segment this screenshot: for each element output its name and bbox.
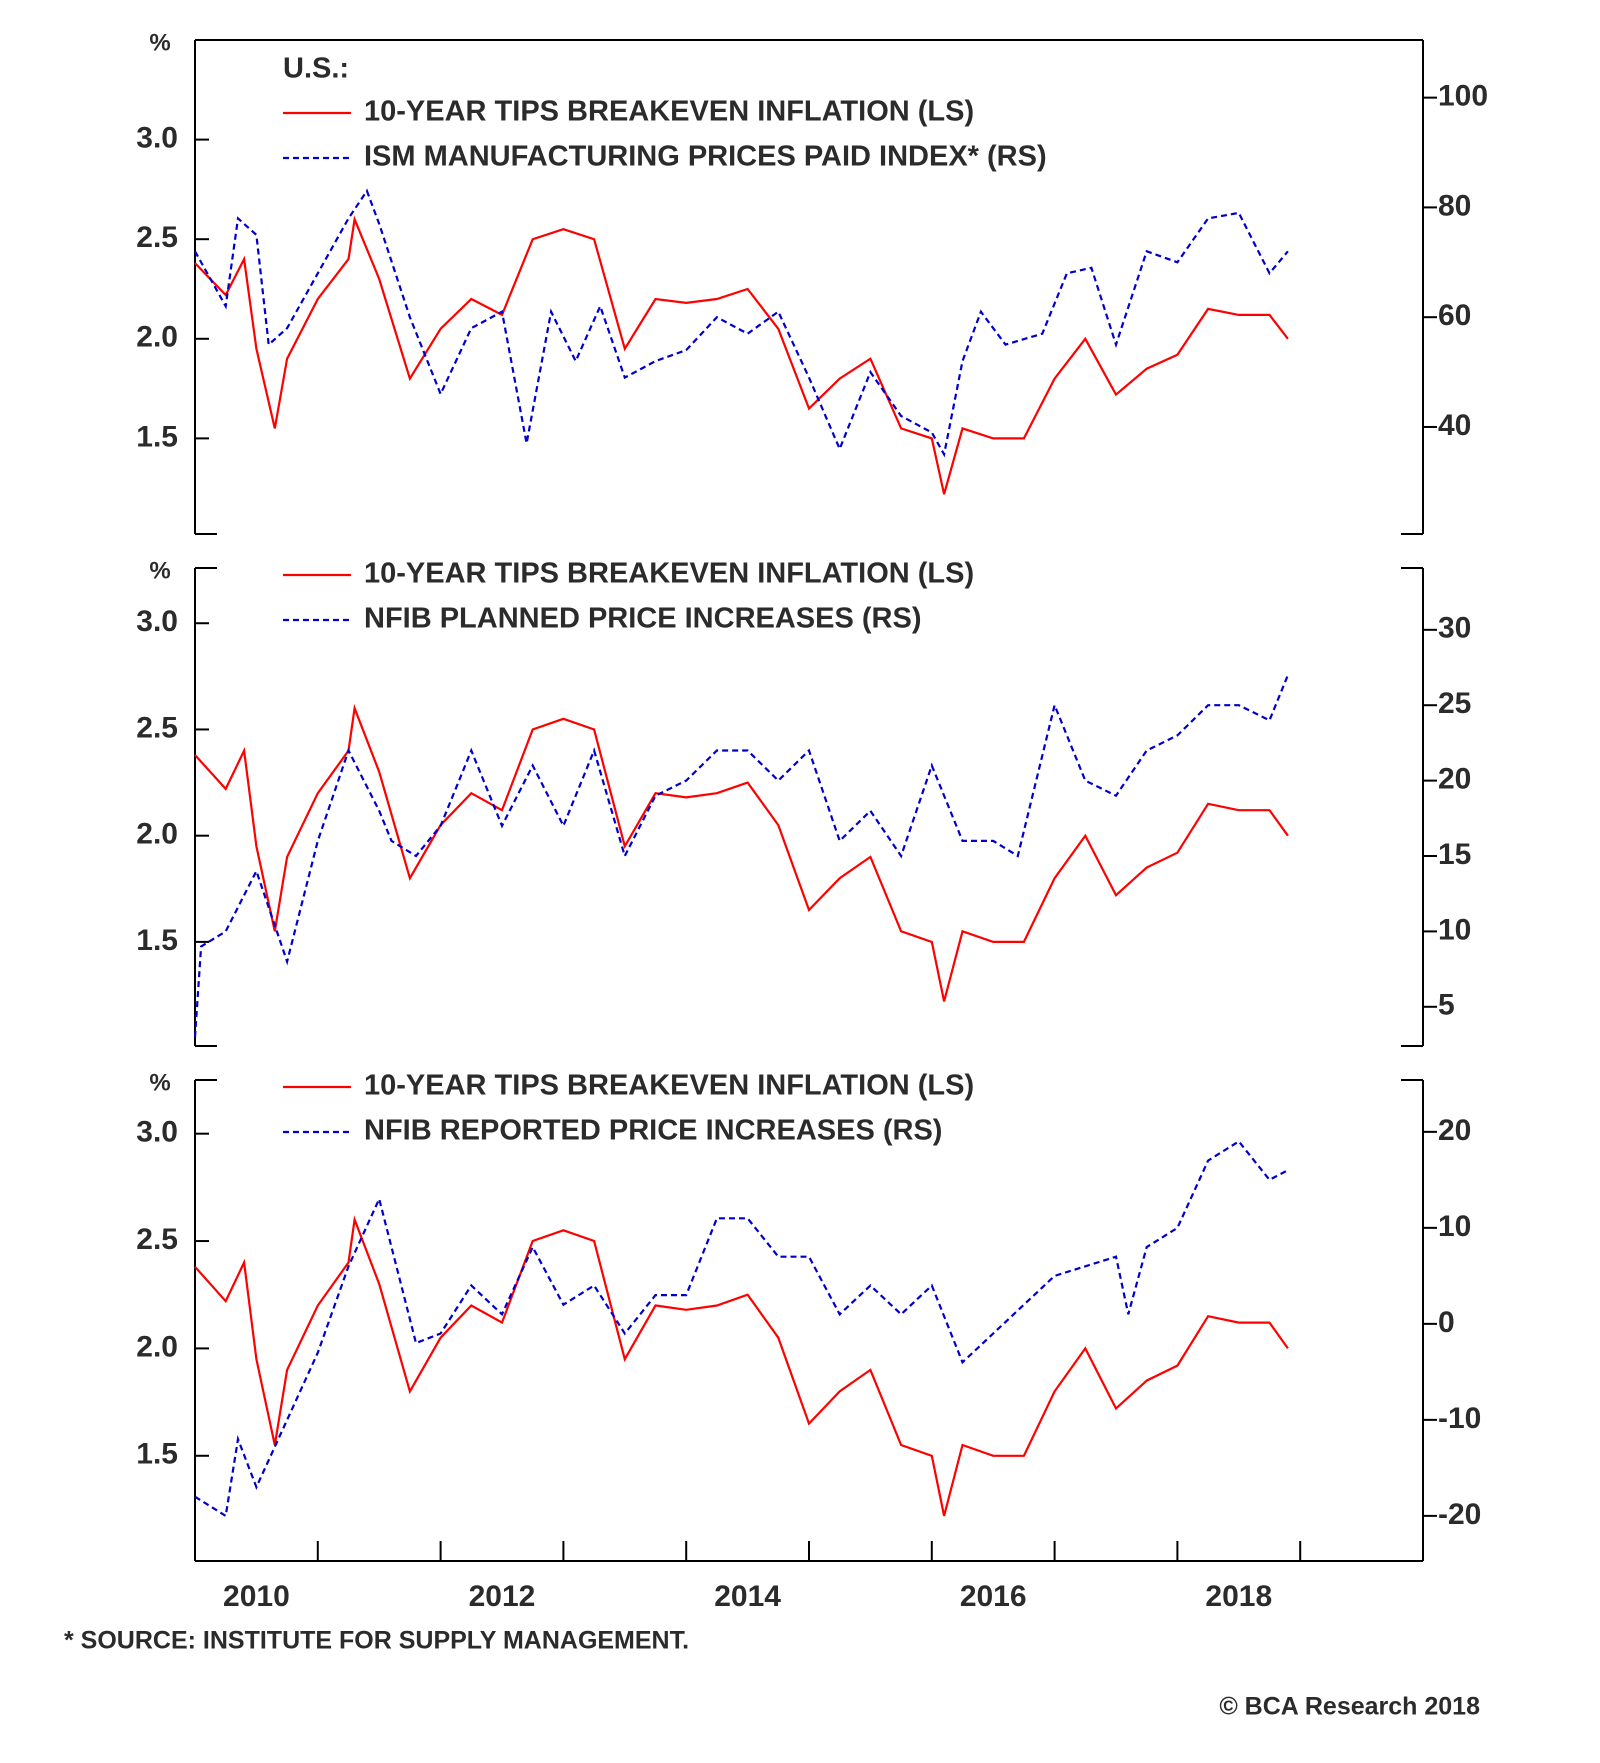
y2-tick-label: 15 [1438, 838, 1471, 871]
x-tick-label: 2010 [223, 1580, 290, 1613]
data-line [194, 215, 1289, 495]
y2-tick-label: 20 [1438, 763, 1471, 796]
y2-tick-label: 0 [1438, 1306, 1455, 1339]
legend-label: 10-YEAR TIPS BREAKEVEN INFLATION (LS) [364, 1070, 974, 1102]
x-tick-label: 2016 [960, 1580, 1027, 1613]
y2-tick-label: 40 [1438, 409, 1471, 442]
y2-tick-label: 80 [1438, 189, 1471, 222]
y-tick-label: 1.5 [136, 1438, 178, 1471]
y2-tick-label: 20 [1438, 1114, 1471, 1147]
legend-label: NFIB REPORTED PRICE INCREASES (RS) [364, 1115, 942, 1147]
credit: © BCA Research 2018 [1219, 1693, 1480, 1721]
y-tick-label: 2.0 [136, 818, 178, 851]
y2-tick-label: 10 [1438, 913, 1471, 946]
y-tick-label: 2.5 [136, 221, 178, 254]
legend-title: U.S.: [283, 53, 349, 85]
y2-tick-label: 30 [1438, 612, 1471, 645]
y-tick-label: 2.5 [136, 711, 178, 744]
x-tick-label: 2012 [469, 1580, 536, 1613]
y-tick-label: 2.0 [136, 1330, 178, 1363]
y-axis-label: % [149, 557, 170, 584]
y-axis-label: % [149, 29, 170, 56]
data-line [194, 1139, 1289, 1518]
data-line [194, 188, 1289, 458]
y-tick-label: 3.0 [136, 122, 178, 155]
footnote: * SOURCE: INSTITUTE FOR SUPPLY MANAGEMEN… [64, 1627, 689, 1655]
data-line [193, 674, 1289, 1038]
y-axis-label: % [149, 1069, 170, 1096]
x-tick-label: 2014 [714, 1580, 781, 1613]
legend-label: ISM MANUFACTURING PRICES PAID INDEX* (RS… [364, 141, 1047, 173]
y-tick-label: 1.5 [136, 924, 178, 957]
y2-tick-label: 5 [1438, 989, 1455, 1022]
data-line [194, 703, 1289, 1002]
y2-tick-label: -20 [1438, 1498, 1481, 1531]
y-tick-label: 2.0 [136, 321, 178, 354]
y-tick-label: 3.0 [136, 605, 178, 638]
data-line [194, 1215, 1289, 1517]
x-tick-label: 2018 [1205, 1580, 1272, 1613]
y2-tick-label: 100 [1438, 80, 1488, 113]
legend-label: 10-YEAR TIPS BREAKEVEN INFLATION (LS) [364, 558, 974, 590]
y-tick-label: 2.5 [136, 1223, 178, 1256]
y2-tick-label: 25 [1438, 687, 1471, 720]
legend-label: 10-YEAR TIPS BREAKEVEN INFLATION (LS) [364, 96, 974, 128]
y2-tick-label: 60 [1438, 299, 1471, 332]
y2-tick-label: 10 [1438, 1210, 1471, 1243]
y-tick-label: 1.5 [136, 420, 178, 453]
y2-tick-label: -10 [1438, 1402, 1481, 1435]
legend-label: NFIB PLANNED PRICE INCREASES (RS) [364, 603, 922, 635]
y-tick-label: 3.0 [136, 1116, 178, 1149]
